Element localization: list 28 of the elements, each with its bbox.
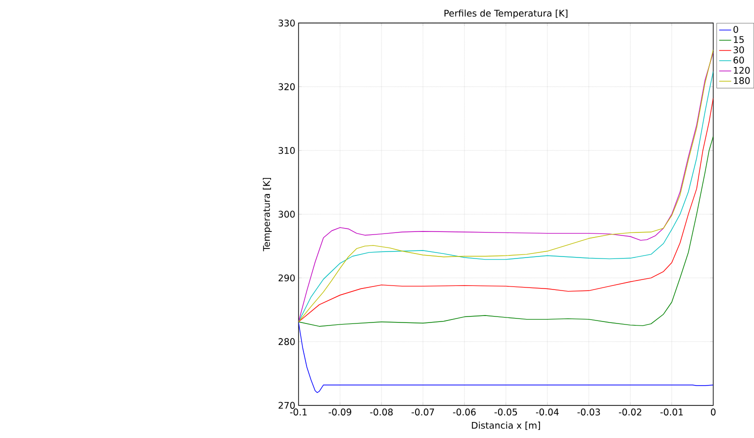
- y-tick-label: 320: [278, 83, 295, 90]
- x-tick-label: -0.03: [577, 408, 600, 416]
- x-tick-label: -0.08: [370, 408, 393, 416]
- legend-label: 30: [734, 46, 744, 54]
- y-axis-title: Temperatura [K]: [262, 178, 272, 252]
- legend-label: 0: [734, 26, 738, 33]
- y-tick-label: 330: [278, 20, 295, 27]
- legend-label: 60: [734, 56, 744, 64]
- x-tick-label: -0.05: [494, 408, 517, 416]
- x-tick-label: -0.09: [328, 408, 352, 416]
- y-tick-label: 270: [278, 402, 295, 409]
- x-tick-label: -0.04: [536, 408, 559, 416]
- x-tick-label: -0.01: [660, 408, 683, 416]
- line-series: [298, 136, 714, 327]
- y-tick-label: 300: [278, 210, 295, 218]
- legend-label: 120: [734, 66, 750, 74]
- x-tick-label: -0.06: [453, 408, 476, 416]
- legend-label: 180: [734, 77, 750, 84]
- x-tick-label: 0: [710, 408, 716, 416]
- x-tick-label: -0.07: [412, 408, 434, 416]
- chart-title: Perfiles de Temperatura [K]: [444, 10, 568, 18]
- x-tick-label: -0.1: [290, 408, 307, 416]
- y-tick-label: 310: [278, 147, 295, 154]
- x-axis-title: Distancia x [m]: [472, 422, 540, 430]
- x-tick-label: -0.02: [618, 408, 642, 416]
- y-tick-label: 280: [278, 338, 295, 346]
- legend-label: 15: [734, 36, 744, 44]
- y-tick-label: 290: [278, 274, 295, 282]
